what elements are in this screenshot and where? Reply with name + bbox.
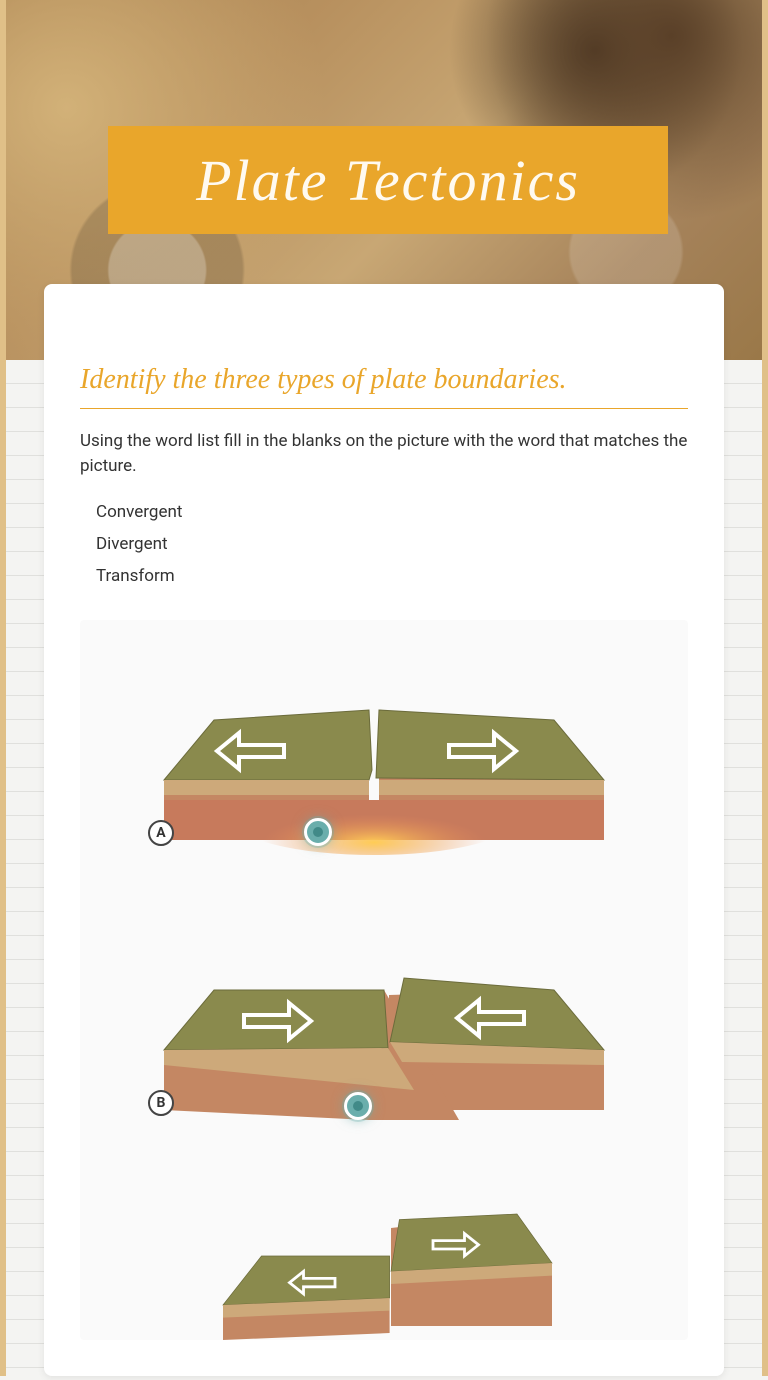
- word-list-item: Divergent: [96, 528, 688, 560]
- instructions-text: Using the word list fill in the blanks o…: [80, 429, 688, 478]
- page-title: Plate Tectonics: [196, 147, 580, 214]
- content-card: Identify the three types of plate bounda…: [44, 284, 724, 1376]
- diagram-area: A B: [80, 620, 688, 1340]
- word-list-item: Transform: [96, 560, 688, 592]
- plate-block-c: [154, 1200, 614, 1340]
- word-list: Convergent Divergent Transform: [80, 496, 688, 592]
- plate-block-a: A: [154, 660, 614, 860]
- word-list-item: Convergent: [96, 496, 688, 528]
- section-title: Identify the three types of plate bounda…: [80, 364, 688, 409]
- plate-block-b: B: [154, 930, 614, 1130]
- title-box: Plate Tectonics: [108, 126, 668, 234]
